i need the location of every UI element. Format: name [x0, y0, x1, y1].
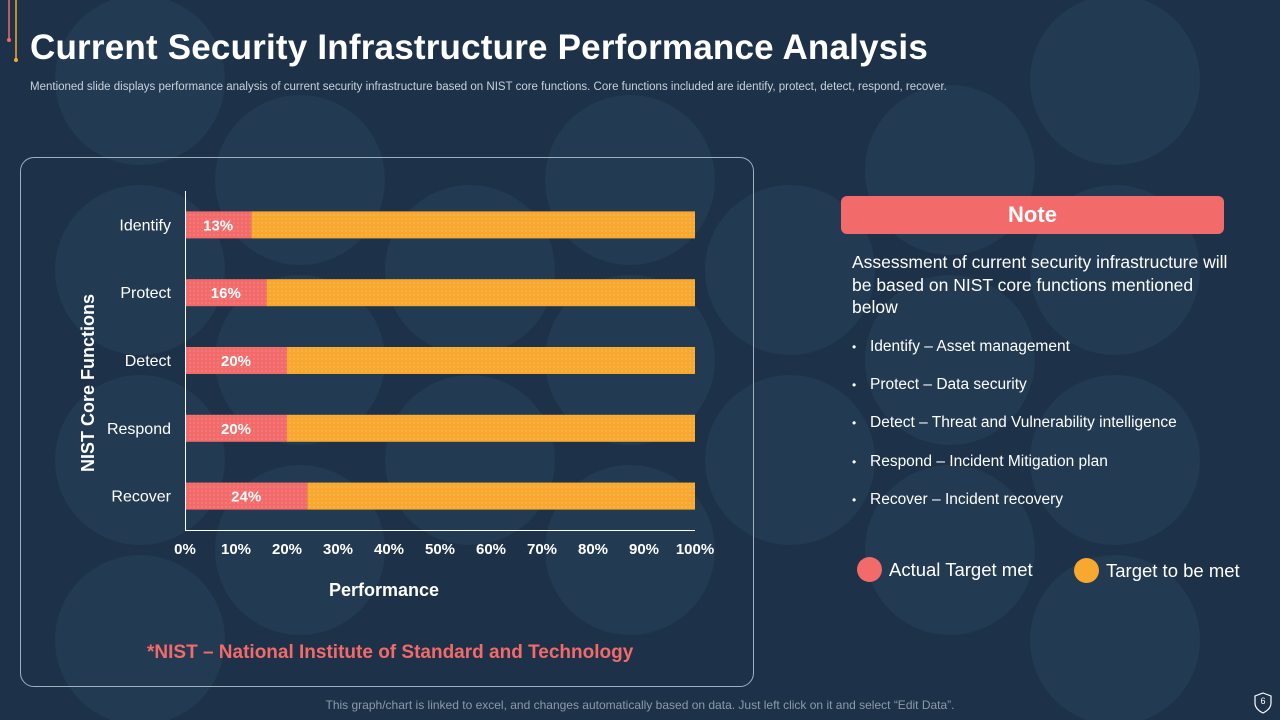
- nist-function-list: • Identify – Asset management • Protect – …: [852, 337, 1177, 528]
- list-item: • Detect – Threat and Vulnerability intel…: [852, 413, 1177, 451]
- x-tick-label: 60%: [476, 541, 506, 558]
- legend-actual: Actual Target met: [857, 557, 1033, 582]
- y-tick-label-recover: Recover: [111, 489, 171, 506]
- y-tick-label-protect: Protect: [120, 285, 171, 302]
- y-tick-label-detect: Detect: [125, 353, 172, 370]
- data-label-recover: 24%: [231, 489, 261, 506]
- bar-texture: [185, 347, 287, 374]
- data-label-respond: 20%: [221, 421, 251, 438]
- x-tick-label: 20%: [272, 541, 302, 558]
- legend-target-label: Target to be met: [1106, 559, 1240, 581]
- note-header: Note: [841, 196, 1224, 234]
- list-item-text: Detect – Threat and Vulnerability intell…: [870, 414, 1177, 432]
- list-item-text: Recover – Incident recovery: [870, 490, 1063, 508]
- data-label-detect: 20%: [221, 353, 251, 370]
- edit-data-hint: This graph/chart is linked to excel, and…: [325, 698, 955, 712]
- data-label-identify: 13%: [203, 217, 233, 234]
- bar-texture: [185, 414, 287, 442]
- slide-subtitle: Mentioned slide displays performance ana…: [30, 81, 947, 93]
- bar-texture: [307, 482, 695, 510]
- nist-footnote: *NIST – National Institute of Standard a…: [147, 642, 634, 663]
- performance-bar-chart[interactable]: 13% 16% 20% 20% 24% Identify Protect Detect Res…: [20, 157, 754, 687]
- y-tick-label-identify: Identify: [119, 217, 171, 234]
- x-tick-label: 100%: [676, 541, 714, 558]
- bar-texture: [185, 279, 267, 307]
- note-description: Assessment of current security infrastru…: [852, 252, 1228, 317]
- legend-swatch-actual-icon: [857, 557, 882, 582]
- bullet-icon: •: [852, 416, 857, 431]
- x-tick-label: 30%: [323, 541, 353, 558]
- bar-texture: [185, 482, 308, 510]
- bar-texture: [185, 211, 252, 239]
- accent-lines-decoration: [7, 0, 18, 62]
- bar-texture: [287, 414, 695, 442]
- legend-target: Target to be met: [1074, 558, 1240, 583]
- x-tick-label: 40%: [374, 541, 404, 558]
- bar-texture: [287, 347, 695, 374]
- x-axis-label: Performance: [329, 580, 439, 600]
- list-item: • Protect – Data security: [852, 375, 1177, 413]
- y-tick-label-respond: Respond: [107, 421, 171, 438]
- x-tick-label: 0%: [174, 541, 196, 558]
- chart-panel: [20, 157, 754, 687]
- x-tick-label: 10%: [221, 541, 251, 558]
- list-item: • Respond – Incident Mitigation plan: [852, 452, 1177, 490]
- bullet-icon: •: [852, 340, 857, 354]
- bar-texture: [251, 211, 696, 239]
- slide-title: Current Security Infrastructure Performa…: [30, 28, 929, 67]
- x-tick-label: 70%: [527, 541, 557, 558]
- list-item-text: Respond – Incident Mitigation plan: [870, 452, 1108, 470]
- list-item: • Recover – Incident recovery: [852, 490, 1177, 528]
- bullet-icon: •: [852, 378, 857, 393]
- list-item: • Identify – Asset management: [852, 337, 1177, 375]
- shield-icon: [1254, 692, 1272, 714]
- x-tick-label: 80%: [578, 541, 608, 558]
- y-axis-label: NIST Core Functions: [78, 294, 98, 472]
- bar-texture: [266, 279, 695, 307]
- data-label-protect: 16%: [211, 285, 241, 302]
- x-tick-label: 50%: [425, 541, 455, 558]
- legend-actual-label: Actual Target met: [889, 558, 1033, 580]
- bullet-icon: •: [852, 454, 857, 469]
- list-item-text: Identify – Asset management: [870, 338, 1070, 355]
- legend-swatch-target-icon: [1074, 558, 1099, 583]
- page-number: 6: [1260, 696, 1266, 706]
- list-item-text: Protect – Data security: [870, 376, 1027, 394]
- bullet-icon: •: [852, 492, 857, 507]
- x-tick-label: 90%: [629, 541, 659, 558]
